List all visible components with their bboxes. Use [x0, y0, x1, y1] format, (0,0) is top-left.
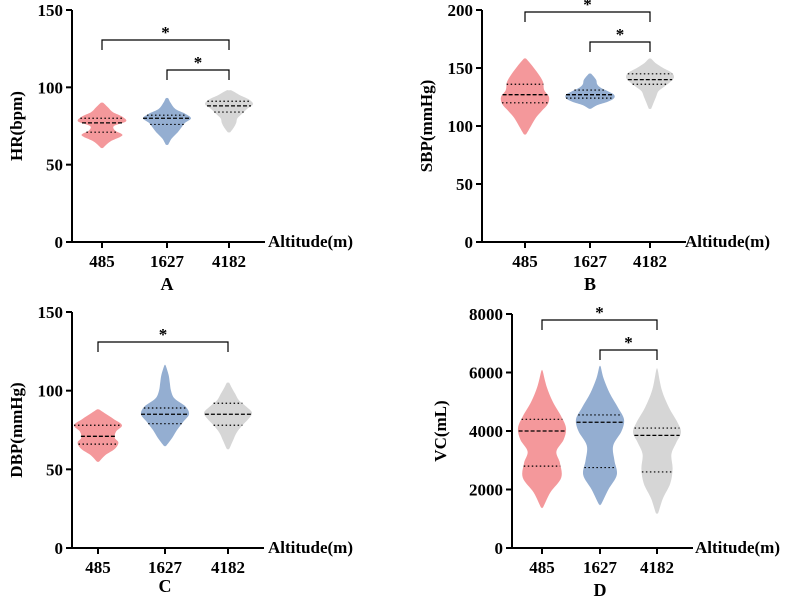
x-tick-label: 4182: [212, 252, 246, 271]
significance-bracket: [524, 11, 651, 22]
y-tick-label: 0: [55, 539, 64, 558]
x-axis-title: Altitude(m): [268, 538, 353, 557]
panel-label: A: [161, 274, 174, 294]
violin-4182: [203, 382, 253, 450]
panel-label: B: [584, 274, 596, 294]
significance-star: *: [583, 0, 592, 14]
significance-bracket: [541, 319, 658, 330]
x-axis-title: Altitude(m): [685, 232, 770, 251]
x-tick-label: 1627: [583, 558, 618, 577]
significance-bracket: [166, 69, 230, 80]
significance-star: *: [616, 25, 625, 44]
x-tick-label: 1627: [150, 252, 185, 271]
significance-star: *: [159, 325, 168, 344]
panel-a: 0 50 100 150 HR(bpm) 485 1627 4182 Altitude(m) A *…: [7, 1, 353, 294]
panel-b: 0 50 100 150 200 SBP(mmHg) 485 1627 4182 Altitude…: [417, 0, 770, 294]
y-axis-title: SBP(mmHg): [417, 80, 436, 173]
y-tick-label: 150: [448, 59, 474, 78]
significance-bracket: [589, 41, 651, 52]
y-tick-label: 200: [448, 1, 474, 20]
x-tick-label: 1627: [573, 252, 608, 271]
panel-d: 0 2000 4000 6000 8000 VC(mL) 485 1627 4182 Altitu…: [431, 303, 780, 598]
y-tick-label: 0: [55, 233, 64, 252]
violin-485: [77, 102, 127, 149]
y-axis-title: DBP(mmHg): [7, 382, 26, 477]
panel-label: C: [159, 576, 172, 596]
y-tick-label: 150: [38, 303, 64, 322]
y-tick-label: 6000: [469, 364, 503, 383]
y-tick-label: 50: [456, 175, 473, 194]
significance-star: *: [161, 23, 170, 42]
significance-bracket: [97, 341, 229, 352]
y-tick-label: 50: [46, 156, 63, 175]
x-tick-label: 1627: [148, 558, 183, 577]
violin-485: [500, 58, 550, 135]
panel-c: 0 50 100 150 DBP(mmHg) 485 1627 4182 Altitude(m)…: [7, 303, 353, 596]
y-tick-label: 2000: [469, 481, 503, 500]
x-tick-label: 4182: [633, 252, 667, 271]
y-tick-label: 100: [448, 117, 474, 136]
y-tick-label: 150: [38, 1, 64, 20]
x-tick-label: 485: [529, 558, 555, 577]
violin-4182: [204, 90, 254, 133]
violin-1627: [143, 97, 191, 146]
y-tick-label: 0: [465, 233, 474, 252]
y-tick-label: 50: [46, 460, 63, 479]
x-axis-title: Altitude(m): [695, 538, 780, 557]
x-tick-label: 485: [512, 252, 538, 271]
violin-485: [517, 369, 567, 509]
significance-star: *: [624, 333, 633, 352]
violin-1627: [140, 364, 190, 447]
significance-star: *: [194, 53, 203, 72]
y-tick-label: 100: [38, 382, 64, 401]
significance-bracket: [599, 349, 658, 360]
x-axis-title: Altitude(m): [268, 232, 353, 251]
x-tick-label: 4182: [640, 558, 674, 577]
y-axis-title: HR(bpm): [7, 91, 26, 161]
x-tick-label: 485: [89, 252, 115, 271]
x-tick-label: 4182: [211, 558, 245, 577]
violin-1627: [575, 365, 625, 506]
violin-4182: [632, 368, 682, 514]
violin-485: [73, 409, 123, 462]
significance-bracket: [101, 39, 230, 50]
y-tick-label: 0: [495, 539, 504, 558]
violin-1627: [565, 73, 615, 109]
x-tick-label: 485: [85, 558, 111, 577]
y-tick-label: 4000: [469, 422, 503, 441]
panel-label: D: [594, 580, 607, 598]
significance-star: *: [595, 303, 604, 322]
y-tick-label: 8000: [469, 305, 503, 324]
y-axis-title: VC(mL): [431, 400, 450, 461]
y-tick-label: 100: [38, 78, 64, 97]
